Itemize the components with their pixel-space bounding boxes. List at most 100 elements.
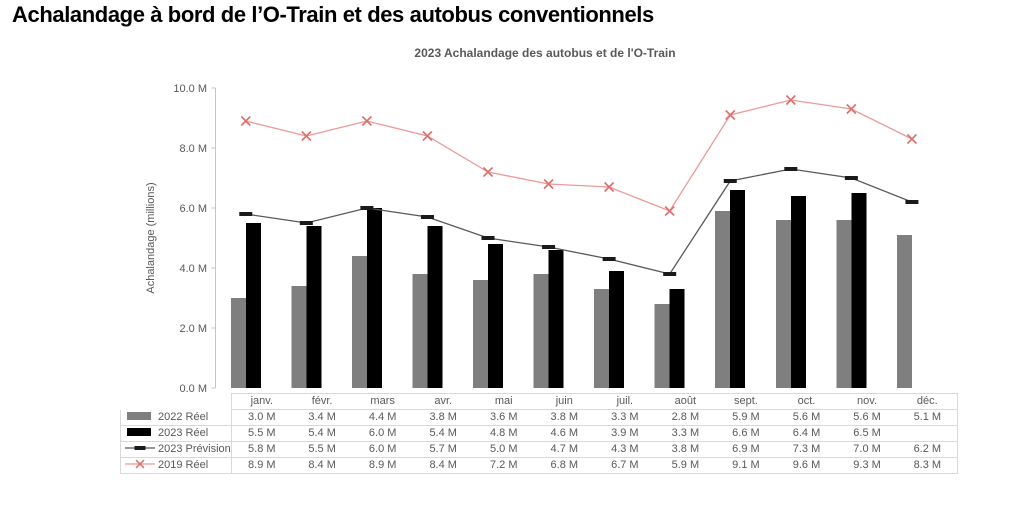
bar [533,274,549,388]
month-header: août [655,393,716,410]
legend-cell: 2019 Réel [120,457,232,474]
dash-marker-icon [542,245,556,249]
y-tick-label: 8.0 M [179,143,207,155]
page-title: Achalandage à bord de l’O-Train et des a… [12,2,654,27]
x-marker-icon [543,178,554,190]
dash-marker-icon [239,212,253,216]
table-cell: 8.4 M [412,457,474,474]
month-header: juil. [594,393,656,410]
legend-cell: 2023 Réel [120,425,232,442]
table-cell: 7.0 M [836,441,898,458]
table-cell: 6.0 M [352,441,413,458]
bar [851,193,867,388]
bar-swatch-icon [127,411,151,420]
month-header-row: janv. févr. mars avr. mai juin juil. août sept. o… [120,393,959,410]
series-line [245,99,913,212]
month-header: déc. [897,393,959,410]
table-cell: 3.9 M [594,425,656,442]
y-tick-label: 2.0 M [179,323,207,335]
bar [548,250,564,388]
line-x-icon [125,459,155,469]
bar [836,220,852,388]
table-cell: 6.8 M [534,457,595,474]
dash-marker-icon [299,221,313,225]
bar [427,226,443,388]
chart-title: 2023 Achalandage des autobus et de l'O-T… [414,46,676,60]
legend-label: 2019 Réel [158,459,209,471]
table-cell: 7.2 M [473,457,535,474]
bar [669,289,685,388]
bar [245,223,261,388]
bar [654,304,670,388]
table-cell: 4.6 M [534,425,595,442]
month-header: sept. [715,393,777,410]
table-cell: 3.3 M [594,409,656,426]
table-cell: 8.4 M [291,457,353,474]
month-header: juin [534,393,595,410]
table-cell: 6.6 M [715,425,777,442]
dash-marker-icon [663,272,677,276]
dash-marker-icon [723,179,737,183]
table-cell: 6.9 M [715,441,777,458]
legend-cell: 2023 Prévision [120,441,232,458]
table-cell: 3.8 M [655,441,716,458]
bar [291,286,307,388]
bar [366,208,382,388]
table-cell: 5.9 M [655,457,716,474]
table-cell: 5.8 M [231,441,292,458]
dash-marker-icon [905,200,919,204]
table-cell: 6.7 M [594,457,656,474]
table-cell: 3.6 M [473,409,535,426]
bar [609,271,625,388]
x-marker-icon [361,115,372,127]
y-tick-label: 0.0 M [179,383,207,395]
bar-swatch-icon [127,428,151,436]
table-cell: 5.9 M [715,409,777,426]
table-cell [897,425,959,442]
bar [230,298,246,388]
bar [351,256,367,388]
table-cell: 3.8 M [534,409,595,426]
month-header: oct. [776,393,837,410]
table-cell: 6.2 M [897,441,959,458]
y-tick-label: 6.0 M [179,203,207,215]
bar [790,196,806,388]
dash-marker-icon [360,206,374,210]
x-marker-icon [725,109,736,121]
table-corner-cell [120,393,232,410]
table-cell: 2.8 M [655,409,716,426]
table-cell: 7.3 M [776,441,837,458]
x-marker-icon [422,130,433,142]
table-cell: 3.0 M [231,409,292,426]
table-cell: 3.8 M [412,409,474,426]
table-cell: 6.5 M [836,425,898,442]
table-cell: 5.5 M [231,425,292,442]
x-marker-icon [604,181,615,193]
dash-marker-icon [784,167,798,171]
table-cell: 8.3 M [897,457,959,474]
bar [412,274,428,388]
bar [488,244,504,388]
table-cell: 4.4 M [352,409,413,426]
x-marker-icon [664,205,675,217]
bar [775,220,791,388]
table-cell: 4.7 M [534,441,595,458]
table-cell: 5.4 M [412,425,474,442]
chart-data-table: janv. févr. mars avr. mai juin juil. août sept. o… [120,393,959,474]
legend-label: 2023 Prévision [158,443,231,455]
table-cell: 5.6 M [776,409,837,426]
table-cell: 8.9 M [352,457,413,474]
legend-label: 2022 Réel [158,410,209,423]
dash-marker-icon [844,176,858,180]
table-cell: 8.9 M [231,457,292,474]
y-tick-label: 10.0 M [173,83,207,95]
x-marker-icon [482,166,494,178]
bar [896,235,912,388]
x-marker-icon [240,115,251,127]
x-marker-icon [906,133,917,145]
